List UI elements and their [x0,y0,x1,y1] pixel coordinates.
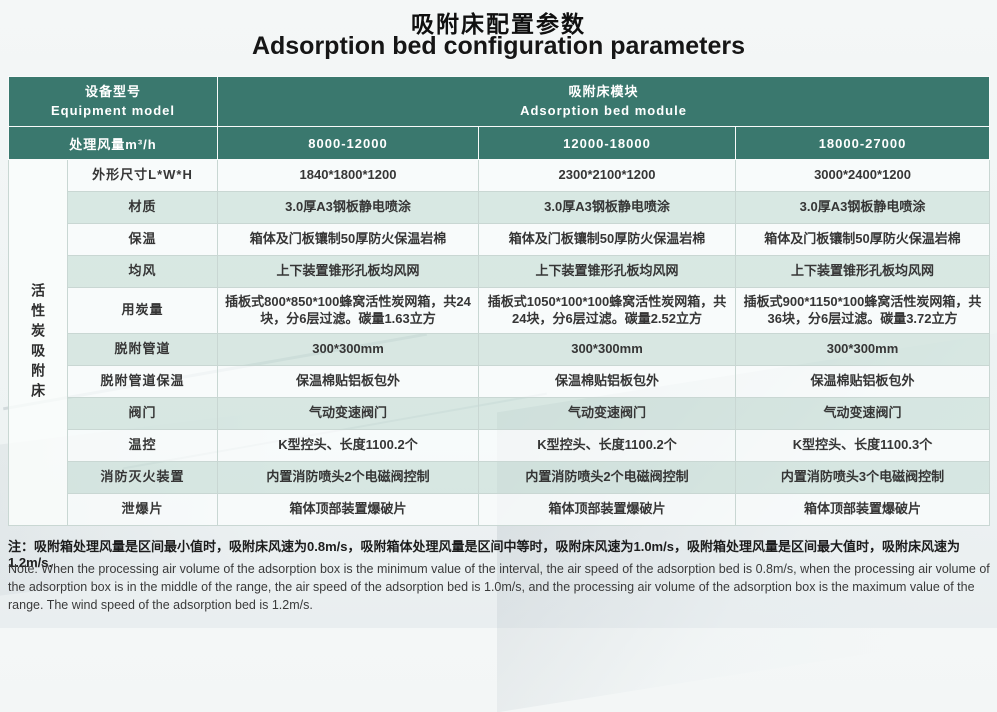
note-chinese: 注：吸附箱处理风量是区间最小值时，吸附床风速为0.8m/s，吸附箱体处理风量是区… [8,539,960,570]
value-cell: 3.0厚A3钢板静电喷涂 [478,191,736,224]
spec-sheet-page: 吸附床配置参数 Adsorption bed configuration par… [0,11,997,712]
param-cell: 消防灭火装置 [67,461,218,494]
value-cell: 保温棉贴铝板包外 [734,365,991,398]
page-title-chinese: 吸附床配置参数 [411,11,586,37]
value-cell: 箱体及门板镶制50厚防火保温岩棉 [217,223,479,256]
group-label-activated-carbon-adsorption-bed: 活性炭吸附床 [8,159,68,526]
header-module-en: Adsorption bed module [520,102,687,118]
table-row-temperature-control: 温控 K型控头、长度1100.2个 K型控头、长度1100.2个 K型控头、长度… [9,429,991,462]
value-cell: 气动变速阀门 [217,397,479,430]
value-cell: K型控头、长度1100.2个 [217,429,479,462]
value-cell: 1840*1800*1200 [217,159,479,192]
header-adsorption-bed-module: 吸附床模块 Adsorption bed module [216,76,991,127]
table-row-fire-extinguishing: 消防灭火装置 内置消防喷头2个电磁阀控制 内置消防喷头2个电磁阀控制 内置消防喷… [9,461,991,494]
table-row-carbon-usage: 用炭量 插板式800*850*100蜂窝活性炭网箱，共24块，分6层过滤。碳量1… [9,287,991,334]
param-cell: 材质 [67,191,218,224]
value-cell: 上下装置锥形孔板均风网 [217,255,479,288]
param-cell: 外形尺寸L*W*H [67,159,218,192]
header-module-zh: 吸附床模块 [568,83,639,99]
param-cell: 脱附管道 [67,333,218,366]
table-header-row-1: 设备型号 Equipment model 吸附床模块 Adsorption be… [8,76,991,127]
value-cell: 气动变速阀门 [734,397,991,430]
param-cell: 均风 [67,255,218,288]
header-airflow-range-1: 8000-12000 [217,126,479,160]
value-cell: 2300*2100*1200 [478,159,736,192]
table-header-row-2: 处理风量m³/h 8000-12000 12000-18000 18000-27… [8,126,991,160]
value-cell: 3.0厚A3钢板静电喷涂 [734,191,991,224]
page-title-english: Adsorption bed configuration parameters [251,32,746,60]
value-cell: 箱体顶部装置爆破片 [478,493,736,526]
note-english: Note: When the processing air volume of … [8,562,990,613]
value-cell: 3000*2400*1200 [734,159,991,192]
param-cell: 泄爆片 [67,493,218,526]
table-row-desorption-duct: 脱附管道 300*300mm 300*300mm 300*300mm [9,333,991,366]
table-row-air-distribution: 均风 上下装置锥形孔板均风网 上下装置锥形孔板均风网 上下装置锥形孔板均风网 [9,255,991,288]
value-cell: 箱体及门板镶制50厚防火保温岩棉 [478,223,736,256]
value-cell: 插板式900*1150*100蜂窝活性炭网箱，共36块，分6层过滤。碳量3.72… [734,287,991,334]
value-cell: 插板式1050*100*100蜂窝活性炭网箱，共24块，分6层过滤。碳量2.52… [478,287,736,334]
value-cell: 300*300mm [217,333,479,366]
header-airflow-label: 处理风量m³/h [8,126,218,160]
value-cell: 箱体及门板镶制50厚防火保温岩棉 [734,223,991,256]
param-cell: 脱附管道保温 [67,365,218,398]
table-row-insulation: 保温 箱体及门板镶制50厚防火保温岩棉 箱体及门板镶制50厚防火保温岩棉 箱体及… [9,223,991,256]
value-cell: 内置消防喷头3个电磁阀控制 [734,461,991,494]
param-cell: 用炭量 [67,287,218,334]
param-cell: 温控 [67,429,218,462]
param-cell: 保温 [67,223,218,256]
value-cell: 300*300mm [478,333,736,366]
value-cell: 内置消防喷头2个电磁阀控制 [478,461,736,494]
value-cell: 箱体顶部装置爆破片 [217,493,479,526]
value-cell: 插板式800*850*100蜂窝活性炭网箱，共24块，分6层过滤。碳量1.63立… [217,287,479,334]
value-cell: K型控头、长度1100.3个 [734,429,991,462]
header-equipment-model: 设备型号 Equipment model [8,76,218,127]
value-cell: 上下装置锥形孔板均风网 [478,255,736,288]
value-cell: 箱体顶部装置爆破片 [734,493,991,526]
header-airflow-range-3: 18000-27000 [734,126,991,160]
table-row-dimensions: 活性炭吸附床 外形尺寸L*W*H 1840*1800*1200 2300*210… [8,159,991,526]
header-airflow-range-2: 12000-18000 [478,126,736,160]
param-cell: 阀门 [67,397,218,430]
header-equipment-model-en: Equipment model [50,102,176,118]
header-equipment-model-zh: 设备型号 [84,83,141,99]
value-cell: 上下装置锥形孔板均风网 [734,255,991,288]
table-row-explosion-vent: 泄爆片 箱体顶部装置爆破片 箱体顶部装置爆破片 箱体顶部装置爆破片 [9,493,991,526]
table-row-valve: 阀门 气动变速阀门 气动变速阀门 气动变速阀门 [9,397,991,430]
value-cell: 300*300mm [734,333,991,366]
value-cell: 气动变速阀门 [478,397,736,430]
value-cell: 保温棉贴铝板包外 [217,365,479,398]
table-row-duct-insulation: 脱附管道保温 保温棉贴铝板包外 保温棉贴铝板包外 保温棉贴铝板包外 [9,365,991,398]
value-cell: 保温棉贴铝板包外 [478,365,736,398]
value-cell: 内置消防喷头2个电磁阀控制 [217,461,479,494]
value-cell: 3.0厚A3钢板静电喷涂 [217,191,479,224]
adsorption-bed-parameters-table: 设备型号 Equipment model 吸附床模块 Adsorption be… [8,76,991,526]
table-row-material: 材质 3.0厚A3钢板静电喷涂 3.0厚A3钢板静电喷涂 3.0厚A3钢板静电喷… [9,191,991,224]
value-cell: K型控头、长度1100.2个 [478,429,736,462]
